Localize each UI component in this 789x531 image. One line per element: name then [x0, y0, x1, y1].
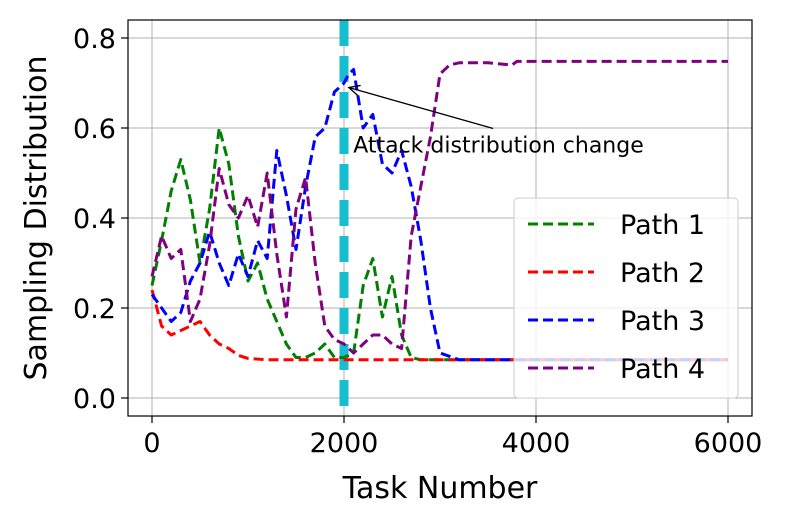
- legend-box: [513, 197, 739, 399]
- series-layer: [150, 59, 728, 362]
- annotation: Attack distribution change: [347, 84, 644, 159]
- legend-label-path-2: Path 2: [620, 258, 705, 289]
- x-tick-label-3: 6000: [694, 428, 763, 459]
- series-line-path-4: [150, 59, 728, 355]
- legend-label-path-4: Path 4: [620, 354, 705, 385]
- legend-label-path-3: Path 3: [620, 306, 705, 337]
- grid: [128, 20, 752, 416]
- y-axis-label: Sampling Distribution: [19, 56, 54, 381]
- x-axis-label: Task Number: [342, 471, 538, 506]
- y-tick-label-3: 0.6: [73, 114, 116, 145]
- x-tick-label-2: 4000: [502, 428, 571, 459]
- y-tick-label-0: 0.0: [73, 384, 116, 415]
- y-tick-label-4: 0.8: [73, 24, 116, 55]
- x-tick-label-0: 0: [143, 428, 160, 459]
- x-tick-label-1: 2000: [310, 428, 379, 459]
- legend-label-path-1: Path 1: [620, 210, 705, 241]
- y-tick-label-1: 0.2: [73, 294, 116, 325]
- legend: Path 1 Path 2 Path 3 Path 4: [513, 197, 739, 399]
- series-line-path-1: [150, 126, 728, 362]
- ticks: 0 2000 4000 6000 0.0 0.2 0.4 0.6 0.8: [73, 24, 762, 459]
- annotation-arrowhead: [347, 84, 361, 96]
- y-tick-label-2: 0.4: [73, 204, 116, 235]
- annotation-text: Attack distribution change: [353, 134, 644, 159]
- annotation-arrow: [348, 86, 494, 130]
